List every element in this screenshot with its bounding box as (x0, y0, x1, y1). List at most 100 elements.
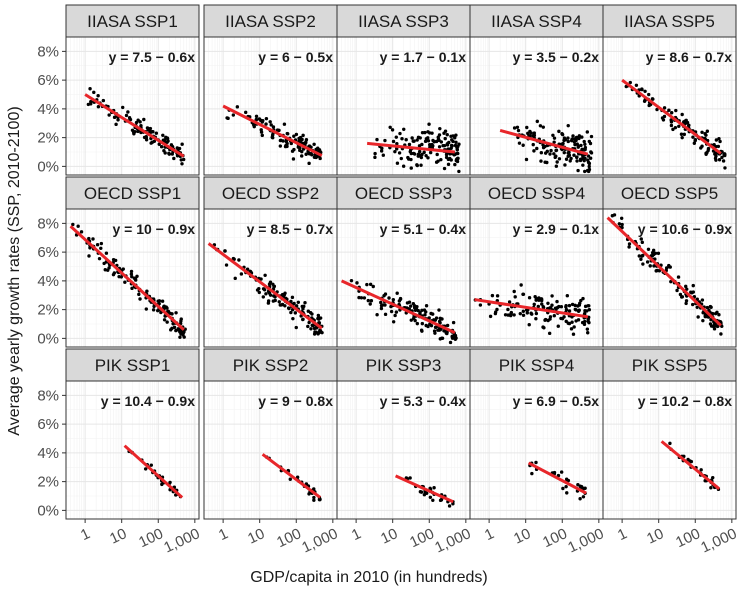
data-point (538, 124, 543, 128)
data-point (527, 322, 531, 327)
data-point (529, 131, 533, 135)
data-point (687, 123, 691, 127)
data-point (669, 123, 674, 128)
regression-line (394, 474, 454, 504)
data-point (693, 137, 698, 142)
facet-strip (602, 348, 737, 382)
data-point (546, 318, 550, 323)
facet-strip (65, 176, 200, 210)
data-point (298, 148, 302, 153)
data-point (574, 138, 578, 143)
facet-title: PIK SSP4 (499, 356, 575, 375)
data-point (532, 131, 537, 135)
data-point (129, 269, 134, 274)
data-point (521, 143, 525, 147)
data-point (691, 135, 695, 139)
data-point (318, 316, 323, 320)
data-point (660, 116, 665, 120)
data-point (563, 163, 567, 167)
x-tick-label: 10 (107, 525, 129, 547)
data-point (180, 142, 184, 146)
regression-line (499, 128, 589, 156)
regression-line (123, 444, 184, 499)
data-point (576, 145, 580, 149)
data-point (668, 441, 672, 446)
panel-oecd-ssp3: OECD SSP3 y = 5.1 − 0.4x (336, 176, 471, 348)
data-point (677, 124, 681, 128)
data-point (527, 295, 532, 300)
data-point (432, 329, 437, 333)
data-point (95, 243, 100, 247)
data-point (583, 142, 587, 146)
data-point (409, 166, 413, 170)
data-point (393, 313, 397, 318)
data-point (264, 122, 268, 126)
data-point (397, 151, 402, 155)
data-point (375, 313, 379, 317)
data-point (454, 133, 458, 137)
data-point (428, 150, 433, 155)
data-point (151, 308, 156, 312)
data-point (438, 126, 442, 131)
data-point (628, 80, 632, 85)
data-point (71, 222, 75, 227)
data-point (585, 130, 590, 134)
data-point (493, 310, 498, 314)
data-point (521, 292, 525, 296)
data-point (129, 272, 134, 276)
data-point (366, 298, 370, 303)
data-point (669, 279, 673, 284)
y-tick-label: 6% (37, 416, 59, 433)
data-point (691, 283, 695, 288)
data-point (455, 159, 460, 164)
data-point (121, 105, 125, 110)
data-point (91, 237, 95, 241)
data-point (696, 315, 700, 319)
data-point (589, 151, 594, 155)
data-point (266, 299, 271, 303)
x-tick-label: 1,000 (432, 525, 473, 556)
data-point (409, 151, 413, 156)
data-point (437, 308, 441, 312)
data-point (397, 299, 402, 303)
data-point (145, 289, 149, 293)
data-point (525, 125, 529, 130)
data-point (562, 150, 566, 155)
data-point (311, 323, 315, 328)
data-point (539, 159, 543, 163)
facet-title: OECD SSP2 (222, 184, 319, 203)
data-point (537, 298, 541, 302)
data-point (419, 490, 424, 494)
data-point (318, 156, 322, 161)
data-point (373, 155, 377, 160)
data-point (254, 117, 259, 122)
y-tick-label: 2% (37, 302, 59, 319)
data-point (312, 142, 316, 146)
data-point (177, 146, 182, 151)
data-point (438, 316, 442, 321)
data-point (547, 331, 552, 336)
y-tick-label: 0% (37, 330, 59, 347)
data-point (292, 134, 296, 138)
data-point (143, 467, 148, 471)
data-point (575, 155, 579, 159)
facet-title: PIK SSP2 (233, 356, 309, 375)
regression-equation: y = 10.2 − 0.8x (638, 393, 732, 409)
data-point (552, 152, 556, 156)
data-point (551, 133, 555, 137)
data-point (641, 262, 645, 266)
data-point (355, 281, 359, 285)
data-point (705, 305, 710, 310)
data-point (359, 296, 364, 300)
data-point (587, 320, 591, 325)
data-point (379, 303, 384, 308)
y-tick-label: 4% (37, 273, 59, 290)
data-point (586, 331, 590, 335)
data-point (312, 498, 316, 502)
data-point (92, 90, 96, 95)
data-point (445, 323, 450, 328)
data-point (379, 300, 383, 305)
data-point (627, 242, 632, 246)
x-tick-label: 1,000 (698, 525, 739, 556)
data-point (126, 110, 130, 114)
